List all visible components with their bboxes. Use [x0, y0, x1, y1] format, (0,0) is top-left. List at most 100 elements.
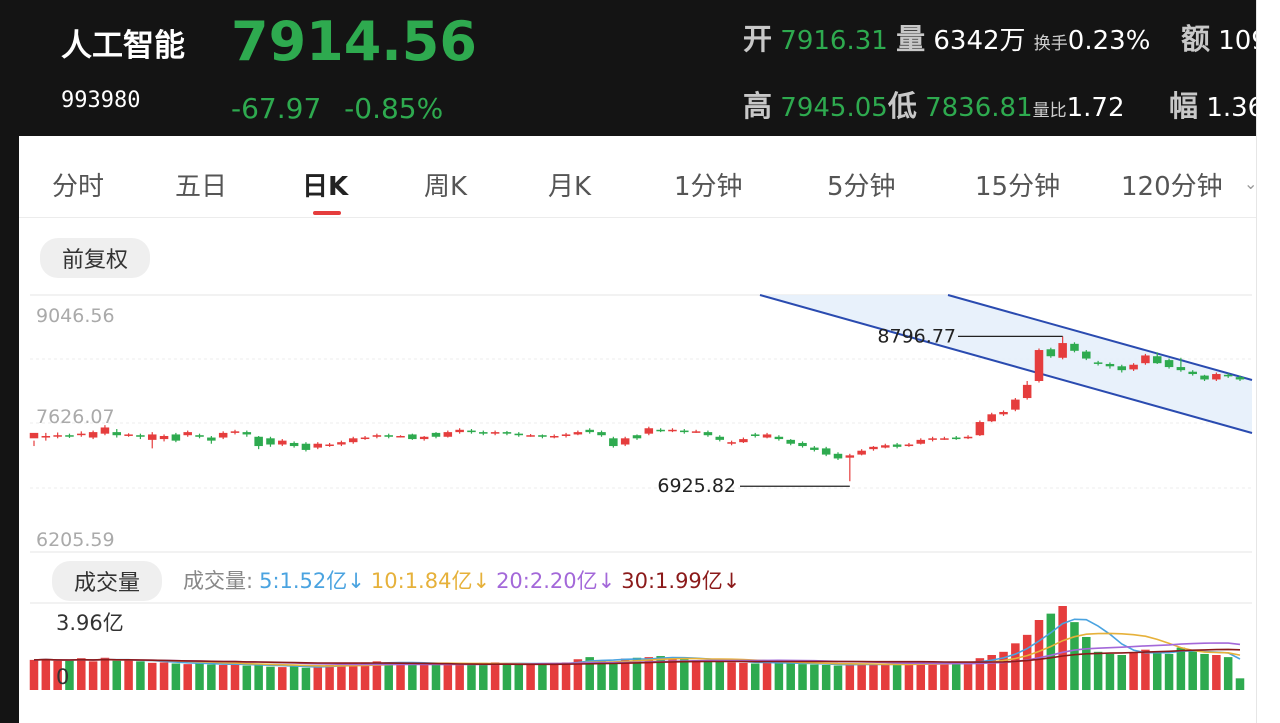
y-tick-label: 6205.59: [36, 529, 115, 551]
candle: [443, 430, 453, 438]
volume-bar: [384, 662, 393, 690]
candle: [739, 437, 748, 443]
volume-bar: [549, 662, 559, 690]
candle: [1011, 398, 1020, 412]
candle-body: [1070, 343, 1079, 351]
amplitude-value: 1.36: [1206, 93, 1256, 123]
tab-intraday[interactable]: 分时: [52, 172, 105, 202]
tab-120min[interactable]: 120分钟: [1121, 172, 1223, 202]
ma5-value: 5:1.52亿↓: [259, 569, 365, 593]
volume-bar: [774, 662, 784, 690]
candle: [1223, 373, 1233, 378]
candle: [1212, 372, 1221, 382]
turnover-value: 0.23%: [1067, 26, 1151, 56]
volume-bar: [207, 664, 216, 690]
candle: [951, 435, 961, 440]
candle: [360, 435, 370, 440]
candle-body: [112, 432, 122, 436]
volume-indicator-toggle[interactable]: 成交量: [52, 561, 163, 601]
candle-body: [348, 438, 358, 443]
candle: [975, 420, 985, 436]
tab-15min[interactable]: 15分钟: [975, 172, 1061, 202]
y-tick-label: 7626.07: [36, 406, 115, 428]
candle-body: [739, 439, 748, 443]
candle: [1105, 362, 1115, 369]
candle: [124, 433, 133, 437]
candle-body: [1105, 363, 1115, 367]
volume-bar: [1200, 653, 1209, 690]
candle: [147, 432, 157, 449]
volume-max-label: 3.96亿: [56, 611, 124, 635]
candle-body: [1223, 374, 1233, 377]
volume-bar: [431, 663, 441, 690]
candle: [419, 435, 429, 441]
volume-bar: [147, 662, 157, 690]
candle-body: [798, 442, 807, 447]
volume-bar: [467, 664, 476, 690]
candle-body: [372, 435, 382, 437]
volume-bar: [538, 663, 547, 690]
candle-body: [1058, 343, 1067, 358]
candle: [632, 434, 642, 440]
candle: [585, 428, 594, 434]
volume-bar: [892, 664, 902, 690]
volume-bar: [1058, 606, 1067, 690]
candle: [53, 432, 62, 439]
volume-bar: [289, 666, 299, 690]
candle-body: [632, 435, 642, 439]
volume-bar: [195, 663, 204, 690]
volume-bar: [514, 664, 524, 690]
candle: [431, 432, 441, 439]
volume-bar: [940, 663, 949, 690]
turnover-label: 换手: [1033, 34, 1068, 54]
candle: [1022, 381, 1032, 400]
candle-body: [266, 438, 275, 445]
volume-bar: [41, 659, 51, 690]
volume-bar: [963, 662, 973, 690]
adjust-toggle[interactable]: 前复权: [40, 238, 151, 278]
vol-ratio-label: 量比: [1032, 101, 1067, 121]
volume-bar: [337, 664, 346, 690]
volume-bar: [762, 662, 772, 690]
candle: [609, 436, 618, 448]
tab-5min[interactable]: 5分钟: [827, 172, 896, 202]
candle-body: [65, 435, 74, 437]
tab-1min[interactable]: 1分钟: [674, 172, 743, 202]
candle-body: [1212, 374, 1221, 380]
candle: [479, 430, 488, 436]
candle: [207, 435, 216, 444]
quote-header: 人工智能 993980 7914.56 -67.97 -0.85% 开 7916…: [19, 0, 1256, 136]
price-change: -67.97 -0.85%: [231, 92, 457, 125]
candle: [656, 428, 665, 433]
candle-body: [289, 442, 299, 447]
volume-bar: [348, 663, 358, 690]
volume-value: 6342万: [933, 26, 1026, 56]
tab-five-day[interactable]: 五日: [175, 172, 228, 202]
volume-bar: [479, 662, 488, 690]
candle: [218, 431, 228, 440]
candle: [408, 433, 417, 440]
volume-bar: [278, 667, 287, 690]
tab-monthly-k[interactable]: 月K: [548, 172, 592, 202]
candle: [538, 434, 547, 439]
volume-bar: [1046, 613, 1056, 690]
candle-body: [325, 444, 334, 447]
candle: [963, 435, 973, 440]
candle: [833, 452, 843, 460]
volume-bar: [112, 660, 122, 690]
candle-body: [987, 414, 996, 422]
open-value: 7916.31: [780, 26, 888, 56]
tab-weekly-k[interactable]: 周K: [424, 172, 468, 202]
candle-body: [1093, 362, 1103, 364]
candle: [668, 428, 677, 433]
candle-body: [833, 453, 843, 459]
volume-bar: [1164, 653, 1174, 690]
candle-body: [207, 437, 216, 441]
tab-daily-k[interactable]: 日K: [302, 172, 349, 202]
volume-bar: [680, 659, 689, 690]
volume-bar: [750, 663, 760, 690]
chevron-down-icon[interactable]: ⌄: [1244, 174, 1258, 193]
candle-body: [443, 432, 453, 437]
candle: [1093, 360, 1103, 366]
